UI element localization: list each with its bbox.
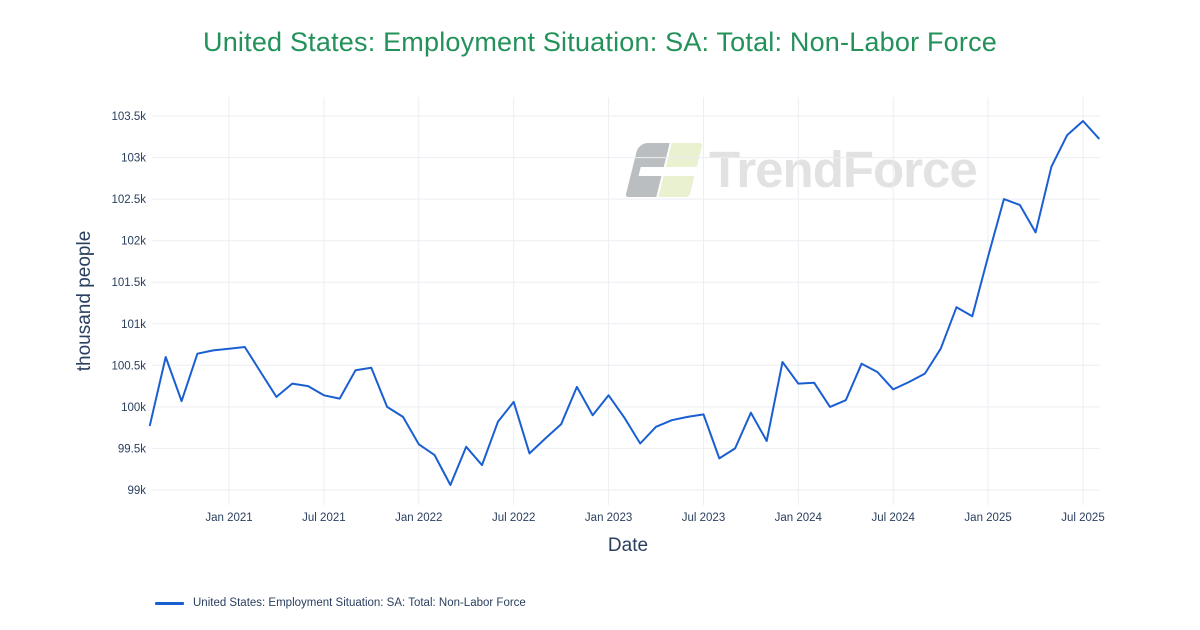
y-tick-label: 101k xyxy=(121,319,146,331)
y-tick-label: 100.5k xyxy=(111,360,146,372)
x-axis-title: Date xyxy=(607,535,649,556)
y-tick-label: 100k xyxy=(121,402,146,414)
y-tick-label: 99k xyxy=(127,485,146,497)
y-tick-label: 103.5k xyxy=(111,111,146,123)
y-tick-label: 102k xyxy=(121,236,146,248)
y-tick-label: 102.5k xyxy=(111,194,146,206)
y-tick-label: 103k xyxy=(121,153,146,165)
y-axis-title: thousand people xyxy=(74,230,95,372)
x-tick-labels: Jan 2021 Jul 2021 Jan 2022 Jul 2022 Jan 2023… xyxy=(205,512,1104,524)
x-tick-label: Jan 2024 xyxy=(775,512,823,524)
x-tick-label: Jan 2021 xyxy=(205,512,252,524)
legend-line-swatch xyxy=(155,601,184,605)
watermark-brand-text: TrendForce xyxy=(709,141,978,198)
series-line-non-labor-force xyxy=(148,120,1100,486)
x-tick-label: Jul 2022 xyxy=(492,512,535,524)
legend-series-label: United States: Employment Situation: SA:… xyxy=(193,597,526,609)
x-tick-label: Jan 2022 xyxy=(395,512,442,524)
x-tick-label: Jan 2023 xyxy=(585,512,632,524)
chart-title: United States: Employment Situation: SA:… xyxy=(203,27,997,57)
gridlines xyxy=(152,97,1100,505)
y-tick-labels: 99k 99.5k 100k 100.5k 101k 101.5k 102k 102.5k 10… xyxy=(111,111,146,497)
legend: United States: Employment Situation: SA:… xyxy=(155,597,526,609)
y-tick-label: 101.5k xyxy=(111,277,146,289)
x-tick-label: Jan 2025 xyxy=(964,512,1011,524)
trendforce-watermark: TrendForce xyxy=(625,141,978,198)
x-tick-label: Jul 2024 xyxy=(871,512,915,524)
x-tick-label: Jul 2023 xyxy=(682,512,725,524)
x-tick-label: Jul 2021 xyxy=(302,512,345,524)
x-tick-label: Jul 2025 xyxy=(1061,512,1104,524)
y-tick-label: 99.5k xyxy=(118,443,146,455)
